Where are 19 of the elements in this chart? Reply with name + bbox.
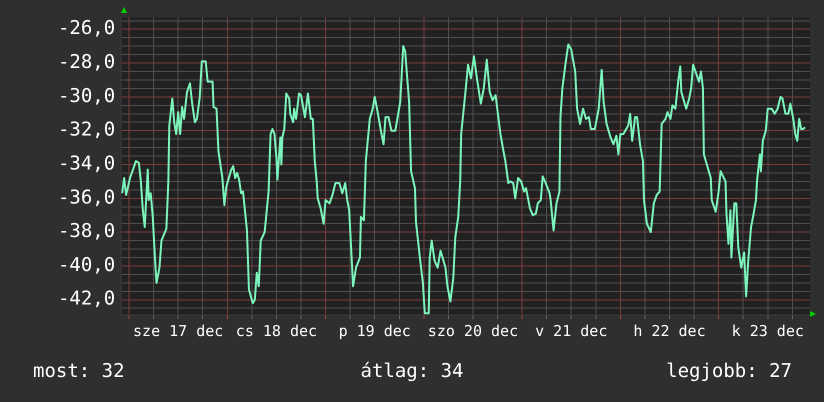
text: átlag: 34 [360, 360, 464, 382]
y-tick-label: -40,0 [58, 254, 116, 276]
x-tick-label: p 19 dec [338, 322, 411, 340]
y-tick-label: -26,0 [58, 17, 116, 40]
y-tick-label: -32,0 [58, 118, 116, 141]
text: most: 32 [33, 360, 125, 382]
x-tick-label: k 23 dec [732, 322, 804, 340]
y-tick-label: -38,0 [58, 220, 116, 242]
text: legjobb: 27 [666, 360, 792, 382]
y-tick-label: -34,0 [58, 152, 116, 174]
y-tick-label: -28,0 [58, 50, 116, 73]
x-tick-label: cs 18 dec [236, 322, 318, 340]
x-tick-label: szo 20 dec [428, 322, 518, 340]
x-tick-label: sze 17 dec [133, 322, 224, 340]
y-tick-label: -42,0 [58, 288, 116, 310]
x-tick-label: v 21 dec [535, 322, 608, 340]
x-tick-label: h 22 dec [633, 322, 706, 340]
y-tick-label: -30,0 [58, 84, 116, 107]
y-tick-label: -36,0 [58, 186, 116, 208]
